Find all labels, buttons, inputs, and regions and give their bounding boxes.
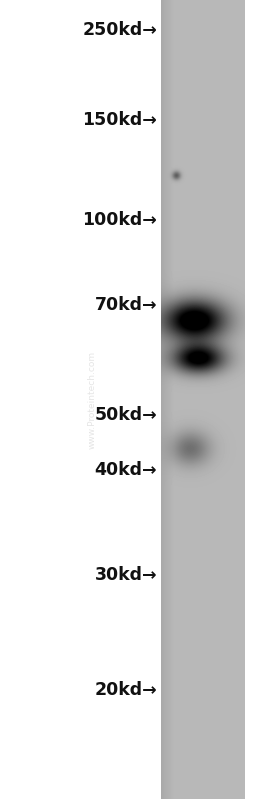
Text: 30kd→: 30kd→ bbox=[94, 566, 157, 584]
Text: 150kd→: 150kd→ bbox=[82, 111, 157, 129]
Text: www.Proteintech.com: www.Proteintech.com bbox=[88, 351, 97, 448]
Text: 20kd→: 20kd→ bbox=[94, 681, 157, 699]
Text: 50kd→: 50kd→ bbox=[94, 406, 157, 424]
Text: 100kd→: 100kd→ bbox=[82, 211, 157, 229]
Text: 70kd→: 70kd→ bbox=[94, 296, 157, 314]
Text: 40kd→: 40kd→ bbox=[94, 461, 157, 479]
Text: 250kd→: 250kd→ bbox=[82, 21, 157, 39]
